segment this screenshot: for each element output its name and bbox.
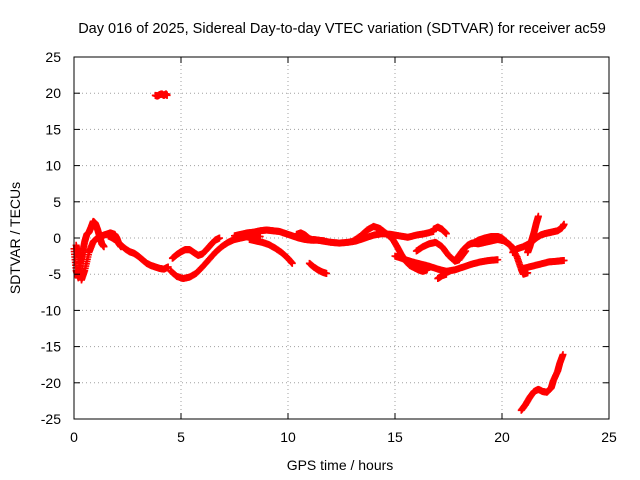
x-tick-label: 15 xyxy=(387,429,403,445)
series-arc-16 xyxy=(434,270,450,283)
series-arc-15 xyxy=(430,223,450,238)
x-tick-label: 25 xyxy=(601,429,617,445)
series-arc-06 xyxy=(168,234,224,262)
y-tick-label: 10 xyxy=(45,158,61,174)
axis-ticks: 0 5 10 15 20 25 -25 -20 -15 -10 -5 0 5 10 15 20 25 xyxy=(41,49,617,445)
series-arc-21 xyxy=(519,256,568,272)
x-axis-label: GPS time / hours xyxy=(287,457,394,473)
data-point xyxy=(559,351,567,359)
chart-title: Day 016 of 2025, Sidereal Day-to-day VTE… xyxy=(78,21,606,37)
data-point xyxy=(163,91,171,99)
series-arc-10 xyxy=(305,259,331,277)
data-point xyxy=(323,269,331,277)
x-tick-label: 10 xyxy=(280,429,296,445)
data-point xyxy=(216,234,224,242)
data-point xyxy=(442,270,450,278)
x-tick-label: 20 xyxy=(494,429,510,445)
y-axis-label: SDTVAR / TECUs xyxy=(7,182,23,294)
y-tick-label: 25 xyxy=(45,49,61,65)
series-arc-20 xyxy=(524,212,542,256)
data-point xyxy=(442,230,450,238)
series-arc-03 xyxy=(104,232,172,273)
data-point xyxy=(494,256,502,264)
y-tick-label: -10 xyxy=(41,302,61,318)
y-tick-label: 5 xyxy=(53,194,61,210)
y-tick-label: 0 xyxy=(53,230,61,246)
x-tick-label: 5 xyxy=(177,429,185,445)
series-arc-04 xyxy=(151,90,171,100)
data-point xyxy=(288,259,296,267)
y-tick-label: -5 xyxy=(49,266,62,282)
data-point xyxy=(164,263,172,271)
y-tick-label: 20 xyxy=(45,85,61,101)
x-tick-label: 0 xyxy=(70,429,78,445)
y-tick-label: -25 xyxy=(41,411,61,427)
y-tick-label: 15 xyxy=(45,121,61,137)
y-tick-label: -15 xyxy=(41,339,61,355)
y-tick-label: -20 xyxy=(41,375,61,391)
series-arc-22 xyxy=(517,351,567,414)
data-point xyxy=(534,212,542,220)
series-arc-11 xyxy=(310,227,438,247)
data-points xyxy=(70,90,568,414)
series-arc-08 xyxy=(245,235,296,267)
data-point xyxy=(560,256,568,264)
data-point xyxy=(100,243,108,251)
data-point xyxy=(560,220,568,228)
